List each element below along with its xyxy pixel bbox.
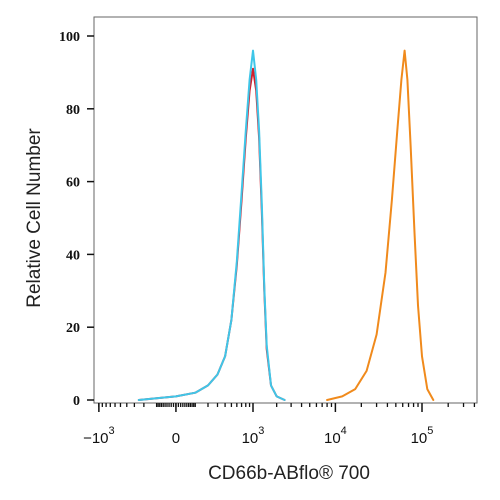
x-tick-label: 105 [411, 425, 434, 447]
plot-frame [93, 16, 478, 404]
y-tick-label: 100 [59, 30, 80, 45]
x-tick-label: 104 [324, 425, 347, 447]
x-tick-label: 0 [172, 430, 180, 447]
series-line-2 [137, 49, 286, 401]
y-axis-title: Relative Cell Number [24, 128, 45, 308]
y-tick-label: 80 [66, 103, 80, 118]
x-axis-title: CD66b-ABflo® 700 [208, 463, 370, 484]
series-layer [137, 49, 435, 401]
series-line-3 [326, 49, 435, 401]
y-tick-label: 40 [66, 248, 80, 263]
y-axis: 0 20 40 60 80 100 [59, 30, 94, 409]
y-tick-label: 0 [73, 394, 80, 409]
x-axis: −103 0 103 104 105 [83, 403, 476, 447]
x-tick-label: 103 [242, 425, 265, 447]
y-tick-label: 60 [66, 176, 80, 191]
y-tick-label: 20 [66, 321, 80, 336]
x-tick-label: −103 [83, 425, 115, 447]
